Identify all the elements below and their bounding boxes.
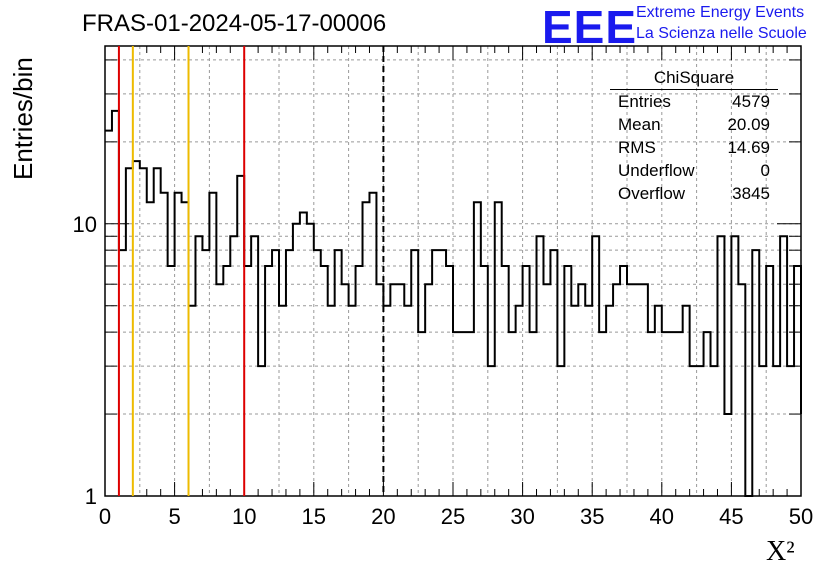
stats-row-entries: Entries 4579 <box>610 92 778 115</box>
x-tick-label: 5 <box>168 504 180 529</box>
stats-value: 4579 <box>732 92 770 111</box>
stats-label: Entries <box>618 92 671 111</box>
x-tick-label: 15 <box>302 504 326 529</box>
stats-title: ChiSquare <box>610 68 778 90</box>
x-tick-label: 0 <box>99 504 111 529</box>
eee-logo: EEE <box>542 1 638 53</box>
x-tick-label: 10 <box>232 504 256 529</box>
x-tick-label: 20 <box>371 504 395 529</box>
stats-label: Mean <box>618 115 661 134</box>
stats-box: ChiSquare Entries 4579 Mean 20.09 RMS 14… <box>610 68 778 207</box>
x-tick-label: 50 <box>789 504 813 529</box>
stats-value: 20.09 <box>727 115 770 134</box>
x-axis-label: X² <box>766 536 795 567</box>
x-tick-label: 45 <box>719 504 743 529</box>
histogram-line <box>105 109 802 497</box>
x-tick-label: 30 <box>510 504 534 529</box>
stats-row-mean: Mean 20.09 <box>610 115 778 138</box>
x-tick-label: 35 <box>580 504 604 529</box>
y-tick-label: 1 <box>85 484 97 509</box>
x-tick-label: 40 <box>650 504 674 529</box>
logo-tagline-1: Extreme Energy Events <box>636 4 805 21</box>
stats-value: 14.69 <box>727 138 770 157</box>
stats-label: RMS <box>618 138 656 157</box>
x-tick-label: 25 <box>441 504 465 529</box>
stats-value: 3845 <box>732 184 770 203</box>
stats-label: Overflow <box>618 184 686 203</box>
stats-label: Underflow <box>618 161 695 180</box>
logo-tagline-2: La Scienza nelle Scuole <box>636 25 807 42</box>
stats-row-underflow: Underflow 0 <box>610 161 778 184</box>
histogram-title: FRAS-01-2024-05-17-00006 <box>82 10 387 37</box>
stats-row-rms: RMS 14.69 <box>610 138 778 161</box>
stats-value: 0 <box>760 161 770 180</box>
y-tick-label: 10 <box>73 212 97 237</box>
stats-row-overflow: Overflow 3845 <box>610 184 778 207</box>
